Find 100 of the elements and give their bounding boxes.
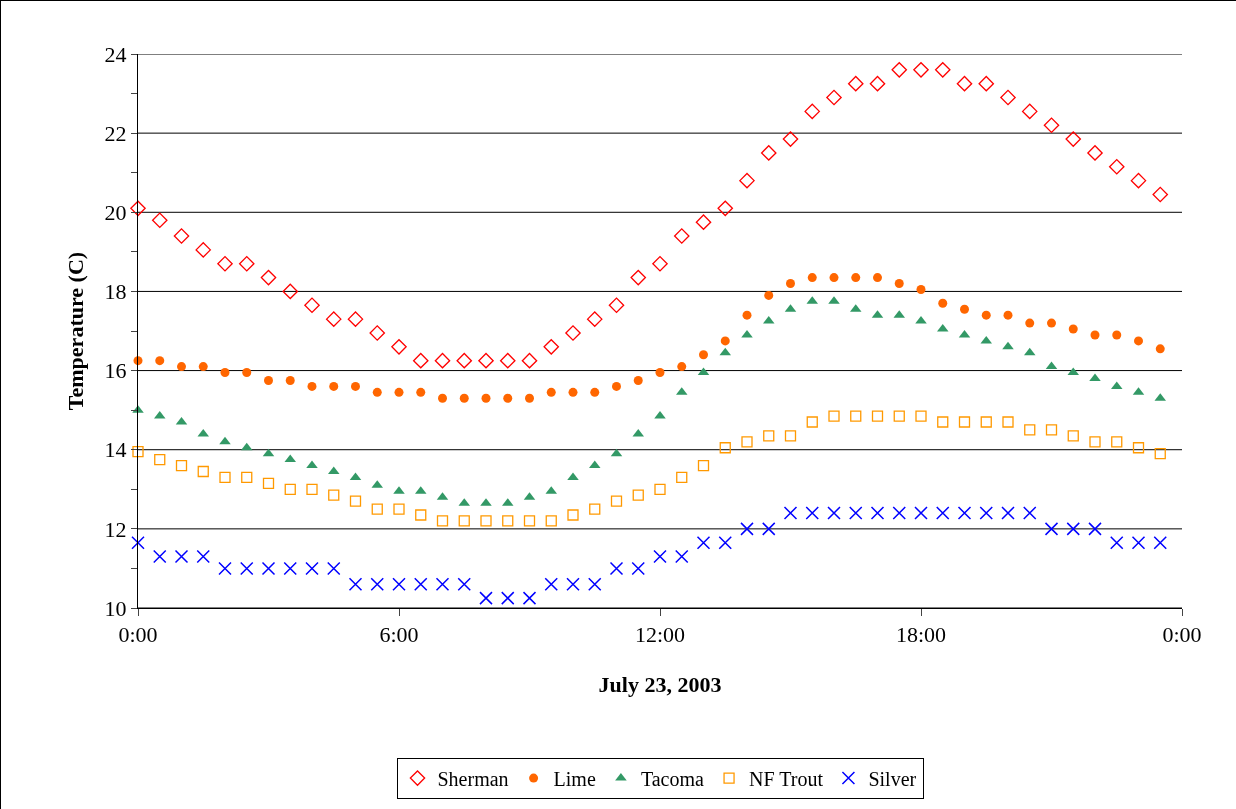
x-tick-label: 18:00 bbox=[895, 622, 947, 648]
point bbox=[741, 436, 753, 448]
point bbox=[458, 515, 470, 527]
point bbox=[501, 591, 515, 605]
point bbox=[219, 436, 231, 445]
point bbox=[1087, 145, 1103, 161]
point bbox=[503, 393, 513, 403]
point bbox=[260, 269, 277, 286]
point bbox=[1134, 336, 1143, 346]
y-tick-label: 16 bbox=[104, 358, 127, 384]
point bbox=[1110, 535, 1124, 550]
point bbox=[241, 471, 253, 484]
point bbox=[155, 356, 165, 366]
point bbox=[391, 339, 407, 355]
point bbox=[173, 228, 190, 244]
point bbox=[675, 549, 689, 564]
point bbox=[915, 410, 927, 422]
legend-label: Silver bbox=[868, 767, 917, 790]
point bbox=[870, 506, 885, 520]
y-tick-label: 10 bbox=[104, 595, 127, 621]
point bbox=[1000, 89, 1016, 106]
point bbox=[916, 284, 926, 294]
point bbox=[871, 410, 884, 422]
point bbox=[1066, 522, 1080, 536]
point bbox=[763, 430, 775, 442]
point bbox=[1025, 318, 1035, 328]
y-tick-label: 22 bbox=[104, 120, 127, 146]
point bbox=[457, 577, 471, 592]
point bbox=[480, 515, 492, 527]
point bbox=[631, 561, 645, 576]
point bbox=[240, 561, 254, 576]
point bbox=[1043, 117, 1060, 134]
point bbox=[590, 387, 600, 397]
point bbox=[589, 503, 601, 515]
point bbox=[370, 577, 384, 592]
point bbox=[1024, 424, 1036, 436]
point bbox=[1132, 442, 1145, 454]
point bbox=[764, 290, 774, 300]
x-tick-label: 6:00 bbox=[379, 622, 419, 648]
point bbox=[1112, 330, 1122, 340]
y-axis-title: Temperature (C) bbox=[63, 251, 89, 411]
point bbox=[544, 577, 558, 592]
point bbox=[1045, 424, 1058, 436]
point bbox=[630, 269, 647, 286]
point bbox=[264, 375, 273, 385]
point bbox=[371, 503, 383, 515]
point bbox=[479, 591, 493, 605]
point bbox=[696, 535, 711, 550]
point bbox=[873, 273, 882, 283]
point bbox=[937, 416, 949, 428]
point bbox=[456, 352, 473, 369]
point bbox=[566, 577, 580, 592]
y-tick-label: 14 bbox=[104, 437, 127, 463]
point bbox=[739, 172, 755, 189]
point bbox=[851, 273, 861, 283]
x-tick-label: 0:00 bbox=[118, 622, 158, 648]
point bbox=[220, 368, 230, 378]
point bbox=[718, 535, 732, 550]
point bbox=[742, 310, 752, 320]
point bbox=[981, 310, 991, 320]
point bbox=[195, 242, 212, 258]
point bbox=[894, 279, 904, 289]
point bbox=[525, 393, 534, 403]
point bbox=[154, 453, 166, 466]
point bbox=[130, 200, 146, 217]
point bbox=[478, 352, 494, 369]
point bbox=[219, 471, 231, 484]
point bbox=[347, 311, 364, 327]
point bbox=[936, 506, 950, 520]
x-axis-title: July 23, 2003 bbox=[598, 672, 722, 698]
point bbox=[1155, 344, 1165, 354]
point bbox=[1003, 310, 1013, 320]
point bbox=[956, 75, 973, 92]
point bbox=[545, 515, 557, 527]
point bbox=[546, 387, 556, 397]
point bbox=[677, 362, 687, 372]
point bbox=[567, 509, 579, 521]
point bbox=[153, 549, 167, 564]
legend-label: Tacoma bbox=[640, 767, 705, 790]
point bbox=[565, 325, 581, 341]
point bbox=[261, 561, 276, 576]
point bbox=[1152, 186, 1169, 203]
point bbox=[394, 387, 404, 397]
point bbox=[523, 515, 536, 527]
point bbox=[978, 75, 995, 92]
point bbox=[829, 273, 839, 283]
point bbox=[543, 339, 560, 355]
point bbox=[198, 362, 208, 372]
point bbox=[1067, 430, 1079, 442]
point bbox=[740, 522, 754, 536]
point bbox=[633, 375, 643, 385]
point bbox=[282, 283, 299, 300]
point bbox=[806, 416, 818, 428]
point bbox=[151, 212, 168, 228]
point bbox=[828, 410, 840, 422]
point bbox=[1001, 506, 1015, 520]
point bbox=[481, 393, 491, 403]
y-tick-label: 20 bbox=[104, 199, 127, 225]
point bbox=[1131, 535, 1146, 550]
point bbox=[655, 368, 665, 378]
